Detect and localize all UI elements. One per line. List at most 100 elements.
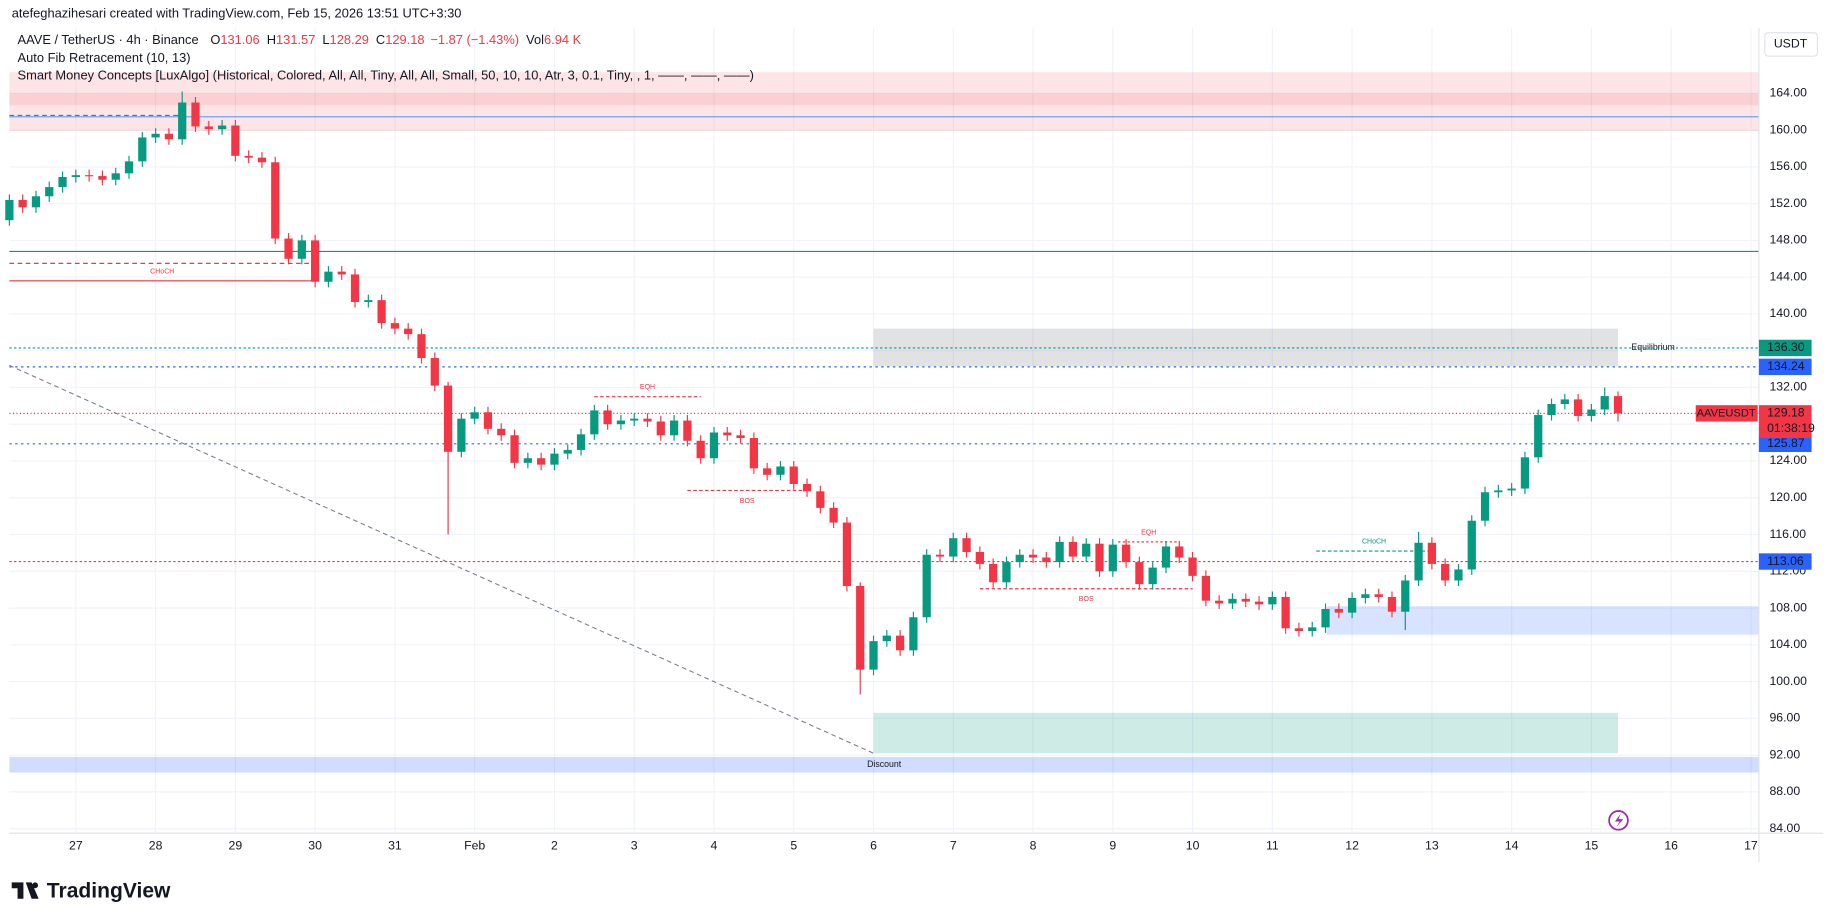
change: −1.87 (−1.43%)	[430, 32, 519, 47]
candle-body	[1201, 575, 1210, 601]
candle-body	[1573, 399, 1583, 416]
candle-body	[98, 176, 107, 180]
x-tick-label: 11	[1266, 838, 1279, 852]
candle-body	[576, 434, 586, 450]
ohlc-label: C	[376, 32, 385, 47]
ohlc-value: 131.57	[276, 32, 315, 47]
candle-body	[550, 453, 559, 465]
candle-body	[5, 199, 14, 221]
candle-body	[1308, 627, 1317, 632]
zone	[9, 756, 1759, 773]
candle-body	[111, 173, 120, 180]
candle-body	[935, 554, 945, 557]
axes: USDT 84.0088.0092.0096.00100.00104.00108…	[9, 28, 1824, 863]
structure-label: EQH	[640, 384, 655, 391]
candle-body	[669, 420, 679, 436]
structure-label: EQH	[1141, 529, 1156, 536]
candle-body	[377, 300, 386, 324]
candle-body	[297, 240, 306, 259]
structure-label: CHoCH	[1362, 539, 1386, 546]
candle-body	[643, 418, 652, 422]
candle-body	[1082, 543, 1091, 557]
candle-body	[457, 418, 466, 452]
candle-body	[470, 412, 479, 419]
y-tick-label: 104.00	[1769, 637, 1807, 651]
candle-body	[497, 428, 506, 436]
y-tick-label: 124.00	[1769, 453, 1807, 467]
candle-body	[789, 466, 798, 484]
candle-body	[683, 420, 692, 441]
candle-body	[856, 585, 865, 670]
candle-body	[1135, 562, 1144, 585]
brand: TradingView	[11, 879, 171, 902]
candle-body	[1161, 546, 1171, 568]
x-tick-label: 2	[551, 838, 558, 852]
symbol-tag: AAVEUSDT	[1697, 407, 1756, 419]
candle-body	[1534, 415, 1543, 458]
zone-label: Equilibrium	[1631, 342, 1674, 352]
candle-body	[1068, 541, 1078, 557]
candle-body	[975, 551, 984, 564]
y-tick-label: 100.00	[1769, 674, 1807, 688]
candle-body	[1188, 557, 1197, 576]
y-tick-label: 96.00	[1769, 711, 1800, 725]
y-tick-label: 88.00	[1769, 784, 1800, 798]
candle-body	[45, 187, 54, 197]
candle-body	[709, 432, 719, 459]
candle-body	[85, 175, 94, 177]
candle-body	[31, 196, 41, 208]
structure-label: BOS	[740, 498, 755, 505]
candle-body	[1361, 594, 1370, 598]
x-tick-label: 9	[1109, 838, 1116, 852]
candle-body	[763, 468, 772, 475]
candle-body	[1015, 554, 1024, 563]
y-tick-label: 84.00	[1769, 821, 1800, 835]
candle-body	[829, 507, 838, 523]
x-tick-label: 4	[711, 838, 718, 852]
candle-body	[138, 137, 147, 162]
x-tick-label: 28	[149, 838, 163, 852]
y-tick-label: 120.00	[1769, 490, 1807, 504]
candle-body	[1028, 554, 1038, 558]
candle-body	[71, 175, 80, 177]
candle-body	[324, 271, 333, 282]
candle-body	[1401, 580, 1410, 612]
candle-body	[1148, 567, 1157, 585]
symbol: AAVE / TetherUS · 4h · Binance	[18, 32, 199, 47]
candle-body	[58, 176, 67, 188]
candle-body	[204, 126, 213, 130]
candle-body	[1055, 541, 1064, 563]
currency-box[interactable]	[1764, 32, 1819, 57]
candle-body	[1108, 544, 1117, 572]
price-label-box	[1758, 339, 1812, 357]
replay-icon[interactable]	[1608, 810, 1629, 831]
candle-body	[1121, 544, 1131, 563]
x-tick-label: 15	[1585, 838, 1599, 852]
candle-body	[1587, 409, 1596, 416]
candle-body	[337, 271, 346, 275]
candle-body	[736, 435, 745, 439]
y-tick-label: 148.00	[1769, 233, 1807, 247]
candle-body	[164, 133, 174, 140]
candle-body	[895, 635, 905, 651]
trendline	[9, 364, 874, 754]
x-tick-label: 27	[69, 838, 83, 852]
candle-body	[311, 240, 320, 282]
candle-body	[1254, 601, 1264, 605]
candle-body	[364, 300, 373, 302]
ohlc-value: 131.06	[220, 32, 259, 47]
symbol-line: AAVE / TetherUS · 4h · Binance O131.06 H13…	[18, 32, 582, 47]
header: atefeghazihesari created with TradingVie…	[12, 5, 754, 82]
x-tick-label: 30	[308, 838, 322, 852]
candle-body	[430, 358, 439, 386]
candle-body	[1347, 597, 1357, 613]
y-tick-label: 116.00	[1769, 527, 1806, 541]
candle-body	[231, 125, 240, 156]
price-label: 113.06	[1767, 554, 1804, 568]
candle-body	[656, 421, 665, 436]
candle-body	[1454, 569, 1463, 581]
candle-body	[191, 102, 200, 127]
x-tick-label: 14	[1505, 838, 1519, 852]
candle-body	[603, 410, 612, 425]
